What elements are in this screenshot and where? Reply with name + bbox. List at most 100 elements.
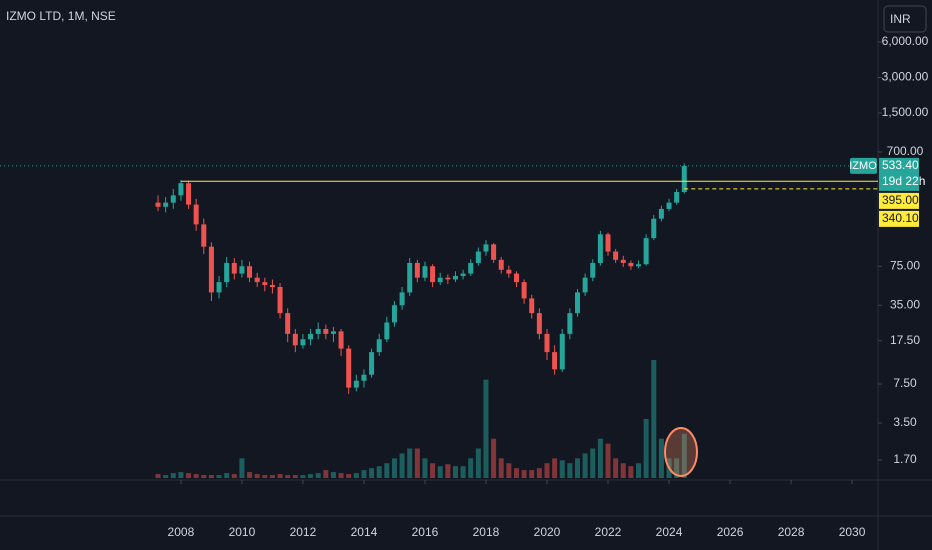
plot: 2008 2010 2012 2014 2016 2018 2020 2022 2024 2026… bbox=[0, 34, 929, 539]
candle-body bbox=[361, 374, 367, 381]
volume-bar bbox=[170, 473, 176, 478]
volume-bar bbox=[582, 453, 588, 478]
volume-bar bbox=[414, 448, 420, 478]
price-line-label: 395.00 bbox=[882, 193, 919, 207]
y-tick-label: 35.00 bbox=[890, 297, 920, 311]
currency-label[interactable]: INR bbox=[890, 12, 911, 26]
volume-bar bbox=[315, 473, 321, 478]
candle-body bbox=[437, 277, 443, 283]
last-price-label: 533.40 bbox=[882, 158, 919, 172]
candle-body bbox=[590, 262, 596, 278]
volume-bar bbox=[178, 472, 184, 478]
y-tick-label: 3,000.00 bbox=[882, 70, 929, 84]
candle-body bbox=[170, 195, 176, 203]
volume-bar bbox=[529, 470, 535, 478]
volume-bar bbox=[338, 473, 344, 478]
candle-body bbox=[597, 234, 603, 263]
candle-body bbox=[308, 333, 314, 340]
candle-body bbox=[658, 208, 664, 219]
volume-bar bbox=[536, 468, 542, 478]
candle-body bbox=[567, 313, 573, 334]
volume-bar bbox=[597, 438, 603, 478]
volume-bar bbox=[277, 474, 283, 478]
volume-bar bbox=[422, 458, 428, 478]
volume-bar bbox=[445, 464, 451, 478]
x-tick-label: 2028 bbox=[778, 525, 805, 539]
x-tick-label: 2010 bbox=[229, 525, 256, 539]
candle-body bbox=[651, 218, 657, 239]
x-tick-label: 2026 bbox=[717, 525, 744, 539]
x-tick-label: 2030 bbox=[839, 525, 866, 539]
volume-bar bbox=[247, 472, 253, 478]
volume-bar bbox=[300, 475, 306, 478]
volume-bar bbox=[483, 379, 489, 478]
volume-bar bbox=[353, 473, 359, 478]
volume-bar bbox=[285, 475, 291, 478]
volume-bar bbox=[575, 458, 581, 478]
candle-body bbox=[628, 262, 634, 267]
candle-body bbox=[414, 262, 420, 278]
candle-body bbox=[247, 266, 253, 278]
candle-body bbox=[552, 352, 558, 370]
currency-button[interactable] bbox=[883, 5, 927, 33]
volume-bar bbox=[330, 472, 336, 478]
candle-body bbox=[559, 333, 565, 370]
y-tick-label: 700.00 bbox=[887, 144, 924, 158]
candle-body bbox=[201, 224, 207, 247]
volume-bar bbox=[186, 473, 192, 478]
volume-bar bbox=[513, 468, 519, 478]
volume-bar bbox=[681, 433, 687, 478]
volume-bar bbox=[460, 466, 466, 478]
volume-bar bbox=[552, 458, 558, 478]
candle-body bbox=[369, 352, 375, 375]
volume-bar bbox=[239, 458, 245, 478]
volume-bar bbox=[613, 458, 619, 478]
candle-body bbox=[483, 244, 489, 252]
y-tick-label: 3.50 bbox=[893, 415, 917, 429]
volume-bar bbox=[155, 474, 161, 478]
candle-body bbox=[323, 329, 329, 334]
price-line-box bbox=[879, 210, 919, 227]
volume-bar bbox=[468, 458, 474, 478]
volume-bar bbox=[399, 453, 405, 478]
volume-bar bbox=[498, 458, 504, 478]
candle-body bbox=[544, 333, 550, 353]
candle-body bbox=[353, 380, 359, 388]
candle-body bbox=[445, 277, 451, 280]
volume-bar bbox=[506, 463, 512, 478]
volume-bar bbox=[369, 468, 375, 478]
volume-bar bbox=[193, 474, 199, 478]
candle-body bbox=[391, 305, 397, 323]
volume-bar bbox=[201, 475, 207, 478]
volume-bar bbox=[544, 463, 550, 478]
candle-body bbox=[491, 244, 497, 260]
volume-bar bbox=[620, 463, 626, 478]
volume-bar bbox=[208, 475, 214, 478]
volume-bar bbox=[384, 463, 390, 478]
volume-bar bbox=[308, 474, 314, 478]
candle-body bbox=[193, 204, 199, 225]
candle-body bbox=[521, 282, 527, 299]
candle-body bbox=[498, 259, 504, 270]
volume-bar bbox=[521, 470, 527, 478]
candle-body bbox=[224, 262, 230, 283]
symbol-box bbox=[850, 157, 877, 174]
candle-body bbox=[231, 262, 237, 274]
candle-body bbox=[460, 273, 466, 276]
volume-bar bbox=[437, 466, 443, 478]
candle-body bbox=[468, 262, 474, 274]
countdown-label: 19d 22h bbox=[882, 174, 925, 188]
x-tick-label: 2022 bbox=[595, 525, 622, 539]
volume-bar bbox=[491, 438, 497, 478]
volume-bar bbox=[163, 475, 169, 478]
volume-bar bbox=[430, 463, 436, 478]
candle-body bbox=[605, 234, 611, 252]
candle-body bbox=[338, 331, 344, 349]
volume-bar bbox=[651, 360, 657, 478]
x-tick-label: 2008 bbox=[168, 525, 195, 539]
price-line-box bbox=[879, 192, 919, 209]
volume-bar bbox=[323, 470, 329, 478]
volume-bar bbox=[643, 419, 649, 478]
candle-body bbox=[620, 259, 626, 263]
